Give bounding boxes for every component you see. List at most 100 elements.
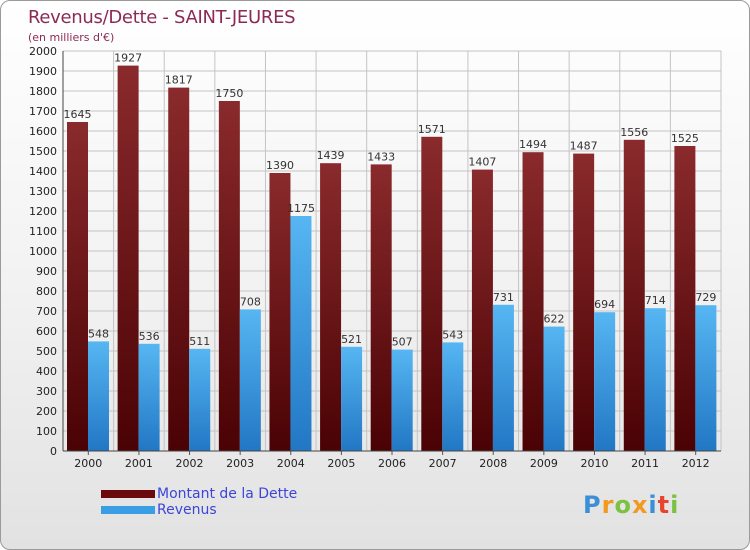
x-tick-label: 2010 — [580, 457, 608, 470]
y-tick-label: 400 — [36, 365, 57, 378]
data-label: 708 — [240, 295, 261, 308]
x-tick-label: 2012 — [682, 457, 710, 470]
bar-dette — [218, 101, 240, 451]
y-tick-label: 0 — [50, 445, 57, 458]
bar-dette — [573, 153, 595, 451]
data-label: 543 — [442, 328, 463, 341]
bar-revenus — [138, 343, 160, 451]
x-tick-label: 2007 — [429, 457, 457, 470]
bar-revenus — [290, 216, 312, 451]
data-label: 1645 — [64, 108, 92, 121]
y-tick-label: 1600 — [29, 125, 57, 138]
bar-revenus — [644, 308, 666, 451]
data-label: 729 — [695, 291, 716, 304]
bar-dette — [269, 173, 291, 451]
logo-letter: i — [670, 491, 680, 519]
data-label: 1494 — [519, 138, 547, 151]
data-label: 1750 — [215, 87, 243, 100]
data-label: 507 — [392, 336, 413, 349]
bar-dette — [522, 152, 544, 451]
data-label: 1571 — [418, 123, 446, 136]
legend-swatch-revenus — [101, 506, 155, 514]
data-label: 1407 — [468, 156, 496, 169]
logo-letter: x — [631, 491, 649, 519]
bar-revenus — [695, 305, 717, 451]
bar-dette — [117, 65, 139, 451]
x-tick-label: 2011 — [631, 457, 659, 470]
x-tick-label: 2008 — [479, 457, 507, 470]
data-label: 1433 — [367, 150, 395, 163]
bar-dette — [320, 163, 342, 451]
bar-dette — [67, 122, 88, 451]
y-tick-label: 500 — [36, 345, 57, 358]
bar-revenus — [189, 348, 211, 451]
x-tick-label: 2003 — [226, 457, 254, 470]
bar-revenus — [88, 341, 109, 451]
y-tick-label: 1900 — [29, 65, 57, 78]
bar-revenus — [341, 346, 363, 451]
y-tick-label: 1100 — [29, 225, 57, 238]
data-label: 1817 — [165, 74, 193, 87]
y-tick-label: 1700 — [29, 105, 57, 118]
logo-letter: t — [657, 491, 671, 519]
y-tick-label: 1500 — [29, 145, 57, 158]
data-label: 521 — [341, 333, 362, 346]
bar-revenus — [492, 304, 514, 451]
x-tick-label: 2002 — [176, 457, 204, 470]
bar-dette — [168, 87, 190, 451]
logo-letter: r — [601, 491, 615, 519]
x-tick-label: 2009 — [530, 457, 558, 470]
y-tick-label: 2000 — [29, 45, 57, 58]
bar-dette — [471, 169, 493, 451]
legend-swatch-debt — [101, 490, 155, 498]
y-tick-label: 300 — [36, 385, 57, 398]
bar-dette — [370, 164, 392, 451]
y-tick-label: 1800 — [29, 85, 57, 98]
data-label: 1390 — [266, 159, 294, 172]
data-label: 536 — [139, 330, 160, 343]
bar-dette — [623, 139, 645, 452]
proxiti-logo: Proxiti — [583, 491, 679, 519]
x-tick-label: 2005 — [327, 457, 355, 470]
logo-letter: P — [583, 491, 602, 519]
data-label: 731 — [493, 291, 514, 304]
data-label: 694 — [594, 298, 615, 311]
data-label: 548 — [88, 327, 109, 340]
x-tick-label: 2000 — [74, 457, 102, 470]
legend-label-debt: Montant de la Dette — [157, 486, 298, 502]
bar-revenus — [391, 349, 413, 451]
logo-letter: o — [614, 491, 632, 519]
data-label: 1556 — [620, 126, 648, 139]
data-label: 622 — [544, 313, 565, 326]
y-tick-label: 900 — [36, 265, 57, 278]
x-tick-label: 2006 — [378, 457, 406, 470]
data-label: 1175 — [287, 202, 315, 215]
y-tick-label: 800 — [36, 285, 57, 298]
data-label: 1487 — [570, 140, 598, 153]
legend-label-revenus: Revenus — [157, 502, 217, 518]
bar-revenus — [239, 309, 261, 451]
bar-revenus — [442, 342, 464, 451]
bar-revenus — [543, 326, 565, 451]
logo-letter: i — [648, 491, 658, 519]
bar-dette — [421, 136, 443, 452]
data-label: 1927 — [114, 52, 142, 65]
y-tick-label: 100 — [36, 425, 57, 438]
y-tick-label: 700 — [36, 305, 57, 318]
y-tick-label: 1400 — [29, 165, 57, 178]
x-tick-label: 2004 — [277, 457, 305, 470]
chart-title: Revenus/Dette - SAINT-JEURES — [28, 7, 296, 28]
data-label: 1439 — [317, 149, 345, 162]
data-label: 511 — [189, 335, 210, 348]
data-label: 1525 — [671, 132, 699, 145]
bar-revenus — [594, 312, 616, 451]
chart-subtitle: (en milliers d'€) — [28, 31, 115, 44]
x-tick-label: 2001 — [125, 457, 153, 470]
y-tick-label: 1000 — [29, 245, 57, 258]
bar-dette — [674, 146, 696, 451]
y-tick-label: 1300 — [29, 185, 57, 198]
y-tick-label: 600 — [36, 325, 57, 338]
data-label: 714 — [645, 294, 666, 307]
y-tick-label: 200 — [36, 405, 57, 418]
